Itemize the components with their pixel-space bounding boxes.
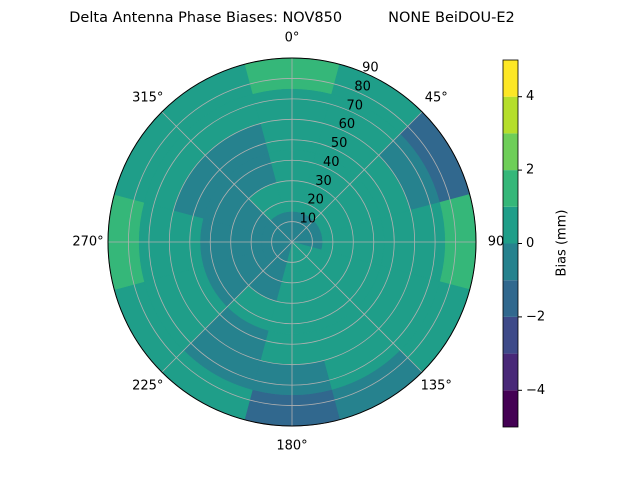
colorbar-tick-label: 2 bbox=[526, 163, 534, 178]
r-tick-label: 80 bbox=[354, 79, 371, 94]
r-tick-label: 50 bbox=[331, 136, 348, 151]
colorbar-band bbox=[503, 243, 518, 281]
grid-spoke bbox=[291, 111, 423, 243]
theta-tick-label: 0° bbox=[285, 31, 300, 46]
colorbar-band bbox=[503, 390, 518, 427]
theta-tick-label: 135° bbox=[421, 379, 452, 394]
colorbar-band bbox=[503, 316, 518, 354]
colorbar-band bbox=[503, 60, 518, 97]
theta-tick-label: 225° bbox=[132, 379, 163, 394]
r-tick-label: 10 bbox=[300, 212, 317, 227]
r-tick-label: 30 bbox=[315, 174, 332, 189]
colorbar-tick-label: −4 bbox=[526, 383, 545, 398]
grid-spoke bbox=[291, 241, 423, 373]
r-tick-label: 70 bbox=[346, 98, 363, 113]
theta-tick-label: 315° bbox=[132, 90, 163, 105]
colorbar-tick-label: −2 bbox=[526, 309, 545, 324]
grid-spoke bbox=[161, 241, 293, 373]
chart-title: Delta Antenna Phase Biases: NOV850 NONE … bbox=[69, 10, 514, 26]
theta-tick-label: 90 bbox=[488, 235, 505, 250]
grid-spoke bbox=[161, 111, 293, 243]
theta-tick-label: 45° bbox=[425, 90, 448, 105]
theta-tick-label: 270° bbox=[72, 235, 103, 250]
r-tick-label: 60 bbox=[339, 117, 356, 132]
colorbar-band bbox=[503, 96, 518, 134]
colorbar-band bbox=[503, 170, 518, 207]
r-tick-label: 90 bbox=[362, 61, 379, 76]
plot-border bbox=[107, 57, 477, 427]
colorbar-label: Bias (mm) bbox=[555, 210, 570, 277]
colorbar-band bbox=[503, 133, 518, 171]
theta-tick-label: 180° bbox=[276, 439, 307, 454]
r-tick-label: 40 bbox=[323, 155, 340, 170]
r-tick-label: 20 bbox=[307, 193, 324, 208]
colorbar-tick-label: 4 bbox=[526, 89, 534, 104]
colorbar-band bbox=[503, 353, 518, 391]
colorbar-tick-label: 0 bbox=[526, 236, 534, 251]
colorbar-band bbox=[503, 280, 518, 317]
colorbar-band bbox=[503, 206, 518, 244]
